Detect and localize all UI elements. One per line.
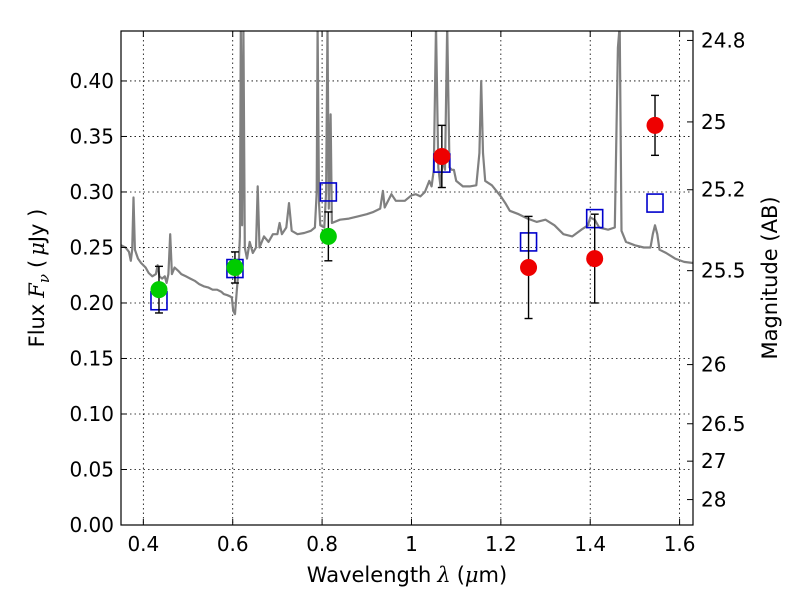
y2-tick-label: 28 [701,488,726,512]
grid [121,31,693,526]
photometry-point [520,258,538,276]
y2-tick-label: 25.5 [701,259,746,283]
model-square-marker [319,182,338,202]
y-tick-label: 0.35 [69,124,114,148]
y2-tick-label: 25.2 [701,178,746,202]
plot-area [121,31,693,320]
y-tick-label: 0.40 [69,69,114,93]
photometry-point [226,258,244,276]
x-tick-label: 1.2 [485,532,517,556]
x-tick-label: 1.6 [664,532,696,556]
y-tick-label: 0.25 [69,235,114,259]
x-tick-label: 1 [405,532,418,556]
x-tick-label: 0.8 [306,532,338,556]
y-axis-title: FluxFν(μJy ) [25,209,53,348]
photometry-point [586,250,604,268]
photometry-point [319,227,337,245]
spectrum-line [121,31,693,316]
y-tick-label: 0.00 [69,513,114,537]
x-tick-label: 0.6 [217,532,249,556]
y-tick-label: 0.10 [69,402,114,426]
y-tick-label: 0.05 [69,457,114,481]
photometry-point [433,147,451,165]
y2-tick-label: 26.5 [701,412,746,436]
model-square-marker [646,193,664,213]
right-axis-title: Magnitude (AB) [758,196,782,359]
y2-tick-label: 27 [701,449,726,473]
y2-tick-label: 26 [701,353,726,377]
x-axis-title: Wavelength λ (μm) [307,563,507,587]
y-tick-label: 0.20 [69,291,114,315]
photometry-point [150,281,168,299]
x-tick-label: 0.4 [127,532,159,556]
x-tick-label: 1.4 [574,532,606,556]
y-tick-label: 0.30 [69,180,114,204]
y-tick-label: 0.15 [69,346,114,370]
axis-ticks: 0.4 0.6 0.8 1 1.2 1.4 1.6 0.00 0.05 0.10 0.15 0.20 0… [69,28,745,556]
plot-frame [120,30,694,526]
y2-tick-label: 25 [701,110,726,134]
photometry-point [646,116,664,134]
y2-tick-label: 24.8 [701,28,746,52]
